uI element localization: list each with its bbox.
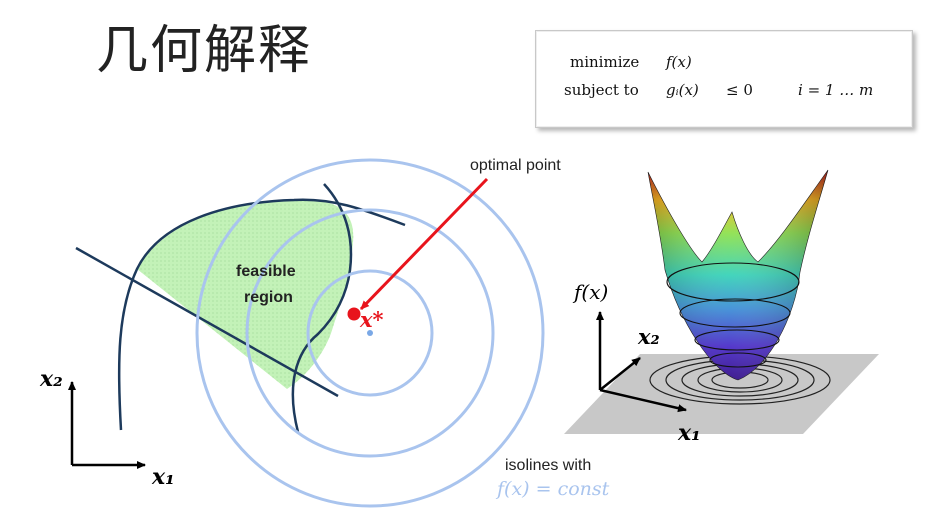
constraint-expression: gᵢ(x) [666,81,699,99]
isoline-3 [195,158,545,508]
optimal-point-label: optimal point [470,157,561,174]
optimal-point-marker [347,307,361,321]
isolines [195,158,545,508]
right-constraint-curve [291,183,353,433]
surface-floor-plane [564,354,879,434]
surface-level-curves [666,262,800,368]
constraint-index-range: i = 1 … m [798,81,874,99]
feasible-region-label-line1: feasible [236,263,296,280]
constraint-relation: ≤ 0 [726,81,753,99]
x1-axis-label: x₁ [151,464,175,490]
isoline-1 [306,269,434,397]
slide-title: 几何解释 [96,21,313,81]
optimal-point-arrow [359,177,489,311]
x2-axis-label: x₂ [39,366,63,392]
isolines-caption-line1: isolines with [505,457,591,474]
surface-plot [564,169,879,434]
surface-x1-axis [599,388,687,413]
unconstrained-minimum-dot [367,330,373,336]
surface-x2-axis [599,357,641,391]
feasible-region-label-line2: region [244,289,293,306]
isoline-2 [245,208,495,458]
objective-keyword: minimize [570,53,640,71]
objective-expression: f(x) [666,53,692,71]
isolines-caption-line2: f(x) = const [495,478,610,500]
optimal-point-symbol: x* [359,307,384,332]
problem-formulation-box: minimize f(x) subject to gᵢ(x) ≤ 0 i = 1… [535,30,913,128]
surface-z-label: f(x) [572,280,608,304]
constraint-keyword: subject to [564,81,639,99]
surface-x1-label: x₁ [677,420,701,446]
surface-x2-label: x₂ [637,324,660,349]
contour-axes [68,381,146,469]
